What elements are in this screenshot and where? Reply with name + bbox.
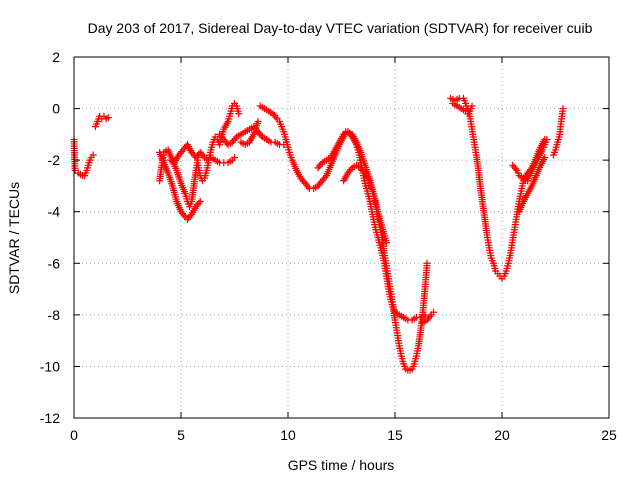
y-tick-label: -8 xyxy=(48,307,61,323)
data-point xyxy=(541,154,549,162)
data-point xyxy=(468,102,476,110)
data-point xyxy=(186,212,194,220)
data-point xyxy=(347,166,355,174)
y-tick-label: 0 xyxy=(52,101,60,117)
data-point xyxy=(430,308,438,316)
x-tick-label: 10 xyxy=(280,427,296,443)
data-point xyxy=(272,113,280,121)
grid-lines xyxy=(74,57,609,418)
y-tick-label: -6 xyxy=(48,255,61,271)
data-point xyxy=(382,239,390,247)
data-point xyxy=(304,183,312,191)
x-tick-label: 15 xyxy=(387,427,403,443)
y-tick-label: -12 xyxy=(40,410,60,426)
data-point xyxy=(195,199,203,207)
data-point xyxy=(231,154,238,162)
x-axis-label: GPS time / hours xyxy=(288,457,395,473)
data-point xyxy=(423,259,431,267)
data-point xyxy=(317,160,325,168)
plot-frame xyxy=(73,56,610,419)
chart-title: Day 203 of 2017, Sidereal Day-to-day VTE… xyxy=(88,20,593,36)
data-point xyxy=(426,313,434,321)
y-axis-label: SDTVAR / TECUs xyxy=(6,182,22,294)
x-tick-label: 25 xyxy=(601,427,617,443)
data-point xyxy=(543,136,551,144)
data-points xyxy=(70,94,567,374)
axis-ticks: 0 5 10 15 20 25 -12 -10 -8 -6 -4 -2 0 2 xyxy=(40,49,617,443)
x-tick-label: 0 xyxy=(70,427,78,443)
y-tick-label: -2 xyxy=(48,152,61,168)
data-point xyxy=(180,211,188,219)
data-point xyxy=(235,110,243,118)
data-point xyxy=(360,167,368,175)
data-point xyxy=(257,131,265,139)
data-point xyxy=(559,105,567,113)
y-tick-label: -10 xyxy=(40,358,60,374)
x-tick-label: 5 xyxy=(177,427,185,443)
data-point xyxy=(231,135,239,143)
data-point xyxy=(196,197,204,205)
data-point xyxy=(199,152,207,160)
data-point xyxy=(321,173,329,181)
x-tick-label: 20 xyxy=(494,427,510,443)
y-tick-label: -4 xyxy=(48,204,61,220)
y-tick-label: 2 xyxy=(52,49,60,65)
data-point xyxy=(512,165,520,173)
data-point xyxy=(104,114,112,122)
data-point xyxy=(254,117,262,125)
data-point xyxy=(89,151,97,159)
